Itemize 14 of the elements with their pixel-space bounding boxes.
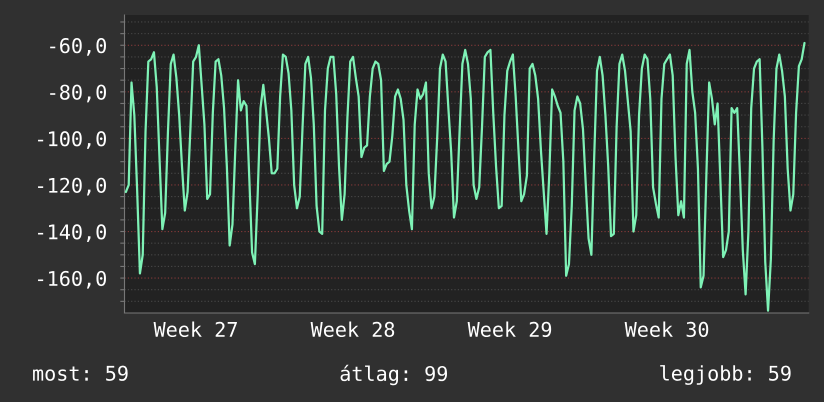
y-tick-label: -100,0 xyxy=(38,131,106,149)
text: most: 59 xyxy=(33,366,128,381)
y-tick-label: -80,0 xyxy=(50,84,106,102)
x-tick-label: Week 30 xyxy=(624,321,708,338)
y-tick-label: -160,0 xyxy=(38,270,106,289)
x-tick-label: Week 27 xyxy=(154,321,237,338)
text: legjobb: 59 xyxy=(660,365,791,385)
y-tick-label: -140,0 xyxy=(38,224,106,242)
text: átlag: 99 xyxy=(340,364,448,386)
y-tick-label: -60,0 xyxy=(50,38,106,56)
line-series xyxy=(124,42,806,312)
y-tick-label: -120,0 xyxy=(38,178,106,196)
x-tick-label: Week 29 xyxy=(468,321,552,338)
x-tick-label: Week 28 xyxy=(310,321,394,338)
